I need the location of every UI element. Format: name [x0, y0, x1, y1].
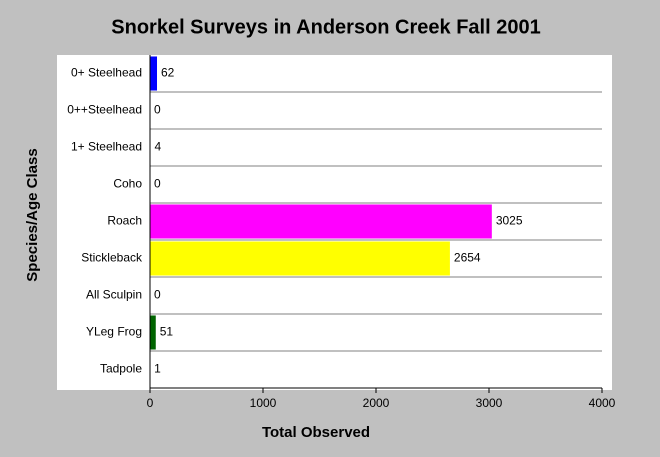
- bar: [150, 241, 450, 276]
- x-tick-label: 3000: [476, 396, 503, 410]
- value-label: 3025: [496, 214, 523, 228]
- x-tick-label: 1000: [250, 396, 277, 410]
- y-tick-label: Coho: [113, 177, 142, 191]
- value-label: 1: [154, 362, 161, 376]
- value-label: 51: [160, 325, 174, 339]
- x-tick-label: 4000: [589, 396, 616, 410]
- y-tick-label: Stickleback: [81, 251, 143, 265]
- x-axis-label: Total Observed: [262, 424, 370, 441]
- bar: [150, 204, 492, 239]
- chart-title: Snorkel Surveys in Anderson Creek Fall 2…: [111, 16, 540, 38]
- value-label: 0: [154, 288, 161, 302]
- value-label: 0: [154, 177, 161, 191]
- y-axis-label: Species/Age Class: [24, 148, 41, 281]
- y-tick-label: YLeg Frog: [86, 325, 142, 339]
- x-tick-label: 0: [147, 396, 154, 410]
- y-tick-label: All Sculpin: [86, 288, 142, 302]
- y-tick-label: 1+ Steelhead: [71, 140, 142, 154]
- value-label: 2654: [454, 251, 481, 265]
- y-tick-label: Roach: [107, 214, 142, 228]
- value-label: 0: [154, 103, 161, 117]
- y-tick-label: 0+ Steelhead: [71, 66, 142, 80]
- bar: [150, 56, 158, 91]
- y-tick-label: 0++Steelhead: [67, 103, 142, 117]
- value-label: 4: [154, 140, 161, 154]
- value-label: 62: [161, 66, 175, 80]
- x-tick-label: 2000: [363, 396, 390, 410]
- y-tick-label: Tadpole: [100, 362, 142, 376]
- bar: [150, 315, 156, 350]
